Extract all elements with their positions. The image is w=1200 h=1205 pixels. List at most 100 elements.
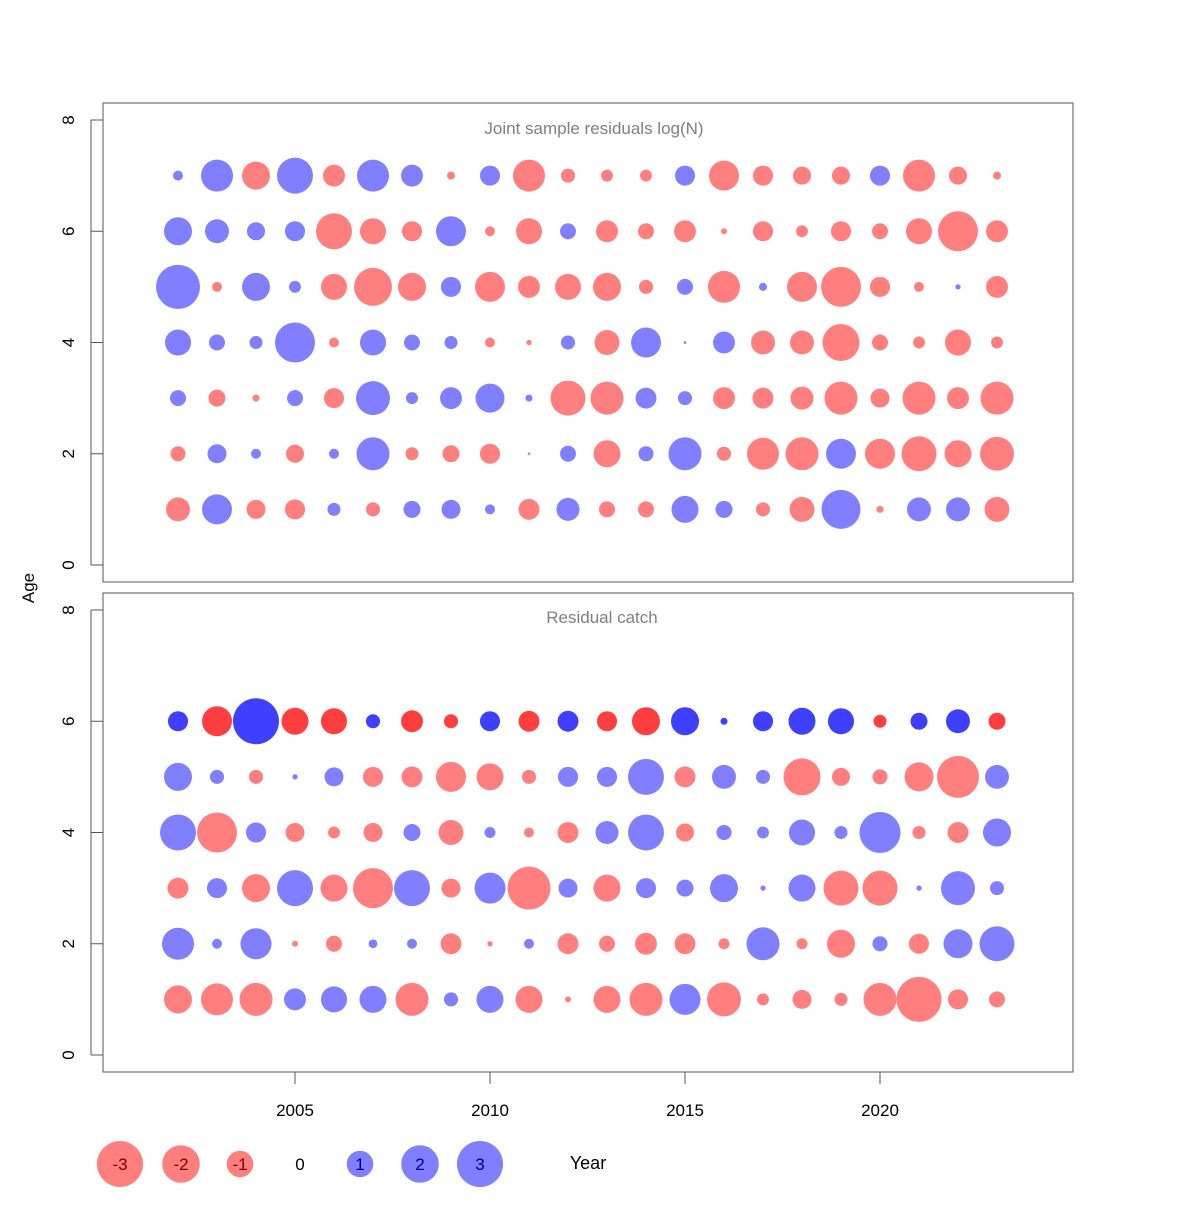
bubble — [826, 929, 856, 958]
bubble — [209, 334, 225, 351]
bubble — [485, 504, 495, 515]
bubble — [474, 872, 506, 904]
bubble — [638, 501, 654, 518]
bubble — [635, 387, 657, 409]
bubble — [792, 989, 812, 1009]
bubble — [980, 381, 1014, 415]
panel-top-y-axis: 0 2 4 6 8 — [59, 115, 103, 570]
y-tick-label: 2 — [59, 449, 78, 458]
bubble — [327, 502, 341, 516]
bubble — [596, 766, 618, 787]
bubble — [668, 437, 702, 471]
bubble — [902, 159, 936, 192]
bubble — [284, 988, 306, 1011]
bubble — [986, 275, 1008, 298]
bubble — [524, 938, 534, 949]
bubble — [916, 885, 922, 891]
bubble — [476, 763, 504, 791]
panel-top-bubbles — [155, 157, 1014, 529]
bubble — [901, 436, 937, 472]
bubble — [442, 445, 460, 463]
bubble — [677, 278, 693, 295]
bubble — [640, 169, 652, 182]
bubble — [628, 814, 664, 851]
y-tick-label: 8 — [59, 605, 78, 614]
bubble — [751, 330, 775, 355]
bubble — [443, 714, 459, 729]
bubble — [979, 926, 1015, 962]
bubble — [518, 710, 540, 732]
x-tick-label: 2010 — [471, 1101, 509, 1120]
bubble — [284, 499, 306, 520]
bubble — [323, 164, 345, 187]
y-tick-label: 2 — [59, 939, 78, 948]
y-axis-label: Age — [19, 573, 38, 603]
bubble — [292, 940, 298, 947]
bubble — [161, 927, 195, 960]
bubble — [947, 989, 969, 1010]
bubble — [752, 711, 774, 732]
bubble — [872, 769, 888, 785]
bubble — [831, 166, 851, 185]
x-tick-label: 2020 — [861, 1101, 899, 1120]
bubble — [713, 331, 735, 354]
bubble — [163, 762, 193, 791]
bubble — [277, 157, 313, 194]
bubble — [752, 387, 774, 409]
bubble — [941, 871, 975, 906]
bubble — [285, 444, 305, 463]
bubble — [356, 159, 390, 192]
bubble — [441, 499, 461, 519]
bubble — [876, 505, 884, 513]
bubble — [938, 211, 978, 252]
bubble — [752, 165, 774, 186]
bubble — [720, 717, 728, 725]
bubble — [904, 762, 934, 792]
bubble — [526, 339, 532, 346]
bubble — [275, 322, 315, 363]
bubble — [635, 932, 657, 955]
bubble — [865, 438, 895, 469]
bubble — [790, 330, 814, 355]
bubble — [788, 707, 816, 735]
bubble — [638, 279, 654, 294]
bubble — [746, 437, 780, 470]
bubble — [155, 264, 201, 309]
bubble — [515, 985, 543, 1013]
bubble — [946, 709, 970, 734]
bubble — [557, 766, 579, 787]
bubble — [676, 879, 694, 897]
bubble — [955, 284, 961, 290]
bubble — [440, 387, 462, 410]
bubble — [596, 220, 618, 243]
bubble — [326, 935, 342, 952]
bubble — [914, 281, 924, 292]
bubble — [638, 223, 654, 240]
bubble — [320, 986, 348, 1013]
bubble — [993, 171, 1001, 180]
bubble — [206, 878, 228, 899]
bubble — [233, 698, 279, 745]
bubble — [524, 827, 534, 838]
bubble — [484, 827, 496, 838]
panel-bottom-y-axis: 0 2 4 6 8 — [59, 605, 103, 1060]
bubble — [989, 881, 1005, 896]
bubble — [759, 282, 767, 291]
bubble — [401, 766, 423, 788]
bubble — [937, 755, 979, 798]
bubble — [447, 171, 455, 180]
bubble — [281, 707, 309, 735]
bubble — [507, 866, 551, 910]
legend-label: 0 — [295, 1155, 304, 1174]
bubble — [827, 708, 855, 735]
bubble — [443, 992, 459, 1007]
bubble — [716, 824, 732, 841]
bubble — [252, 394, 260, 402]
bubble — [560, 223, 576, 240]
bubble — [557, 933, 579, 955]
bubble — [512, 159, 546, 192]
panel-bottom-bubbles — [160, 698, 1015, 1022]
bubble — [560, 168, 576, 183]
bubble — [822, 324, 860, 361]
bubble — [212, 938, 222, 949]
